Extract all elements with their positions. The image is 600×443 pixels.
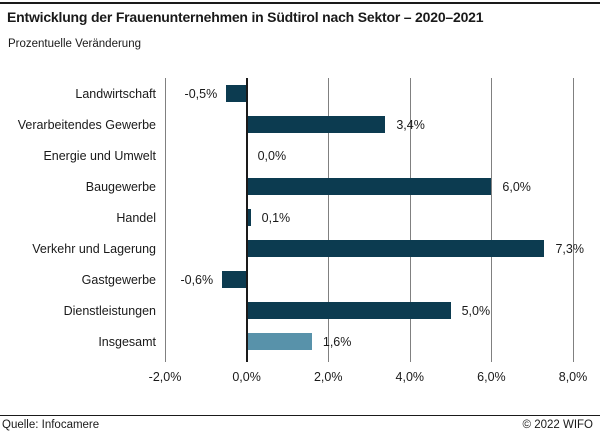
value-label: 3,4% bbox=[396, 117, 425, 132]
gridline bbox=[328, 78, 330, 357]
bar bbox=[246, 302, 451, 319]
bar bbox=[222, 271, 247, 288]
value-label: 7,3% bbox=[555, 241, 584, 256]
category-label: Insgesamt bbox=[98, 334, 156, 349]
gridline bbox=[409, 78, 411, 357]
value-label: -0,5% bbox=[184, 86, 218, 101]
axis-tick bbox=[328, 357, 330, 362]
value-label: 0,0% bbox=[257, 148, 287, 163]
category-label: Handel bbox=[116, 210, 156, 225]
copyright-label: © 2022 WIFO bbox=[522, 419, 593, 431]
axis-tick bbox=[165, 357, 166, 362]
category-label: Verarbeitendes Gewerbe bbox=[17, 117, 156, 132]
x-axis-tick-label: -2,0% bbox=[148, 370, 182, 384]
category-label: Baugewerbe bbox=[85, 179, 156, 194]
value-label: 0,1% bbox=[261, 210, 291, 225]
top-rule bbox=[0, 2, 600, 4]
category-label: Energie und Umwelt bbox=[43, 148, 156, 163]
axis-tick bbox=[573, 357, 574, 362]
x-axis-tick-label: 0,0% bbox=[232, 370, 261, 384]
chart-title: Entwicklung der Frauenunternehmen in Süd… bbox=[7, 9, 484, 25]
footer: Quelle: Infocamere © 2022 WIFO bbox=[2, 419, 593, 431]
footer-rule bbox=[0, 415, 600, 416]
bar bbox=[246, 333, 312, 350]
x-axis-tick-label: 4,0% bbox=[395, 370, 425, 384]
category-label: Verkehr und Lagerung bbox=[32, 241, 156, 256]
source-label: Quelle: Infocamere bbox=[2, 419, 100, 431]
value-label: 5,0% bbox=[461, 303, 491, 318]
bar bbox=[246, 209, 251, 226]
category-label: Gastgewerbe bbox=[81, 272, 156, 287]
gridline bbox=[573, 78, 574, 357]
axis-tick bbox=[409, 357, 411, 362]
bar bbox=[226, 85, 247, 102]
category-label: Dienstleistungen bbox=[63, 303, 156, 318]
value-label: -0,6% bbox=[180, 272, 214, 287]
category-label: Landwirtschaft bbox=[75, 86, 156, 101]
x-axis-tick-label: 6,0% bbox=[477, 370, 506, 384]
gridline bbox=[165, 78, 166, 357]
axis-tick bbox=[491, 357, 493, 362]
bar bbox=[246, 116, 386, 133]
plot-area: -2,0% 0,0% 2,0% 4,0% 6,0% 8,0% Landwirtschaft -… bbox=[18, 78, 587, 384]
bar bbox=[246, 178, 492, 195]
gridline bbox=[491, 78, 493, 357]
value-label: 1,6% bbox=[322, 334, 352, 349]
x-axis-tick-label: 2,0% bbox=[313, 370, 343, 384]
value-label: 6,0% bbox=[502, 179, 531, 194]
x-axis-tick-label: 8,0% bbox=[558, 370, 588, 384]
bar bbox=[246, 240, 545, 257]
zero-axis bbox=[245, 78, 248, 362]
chart-subtitle: Prozentuelle Veränderung bbox=[8, 38, 141, 50]
